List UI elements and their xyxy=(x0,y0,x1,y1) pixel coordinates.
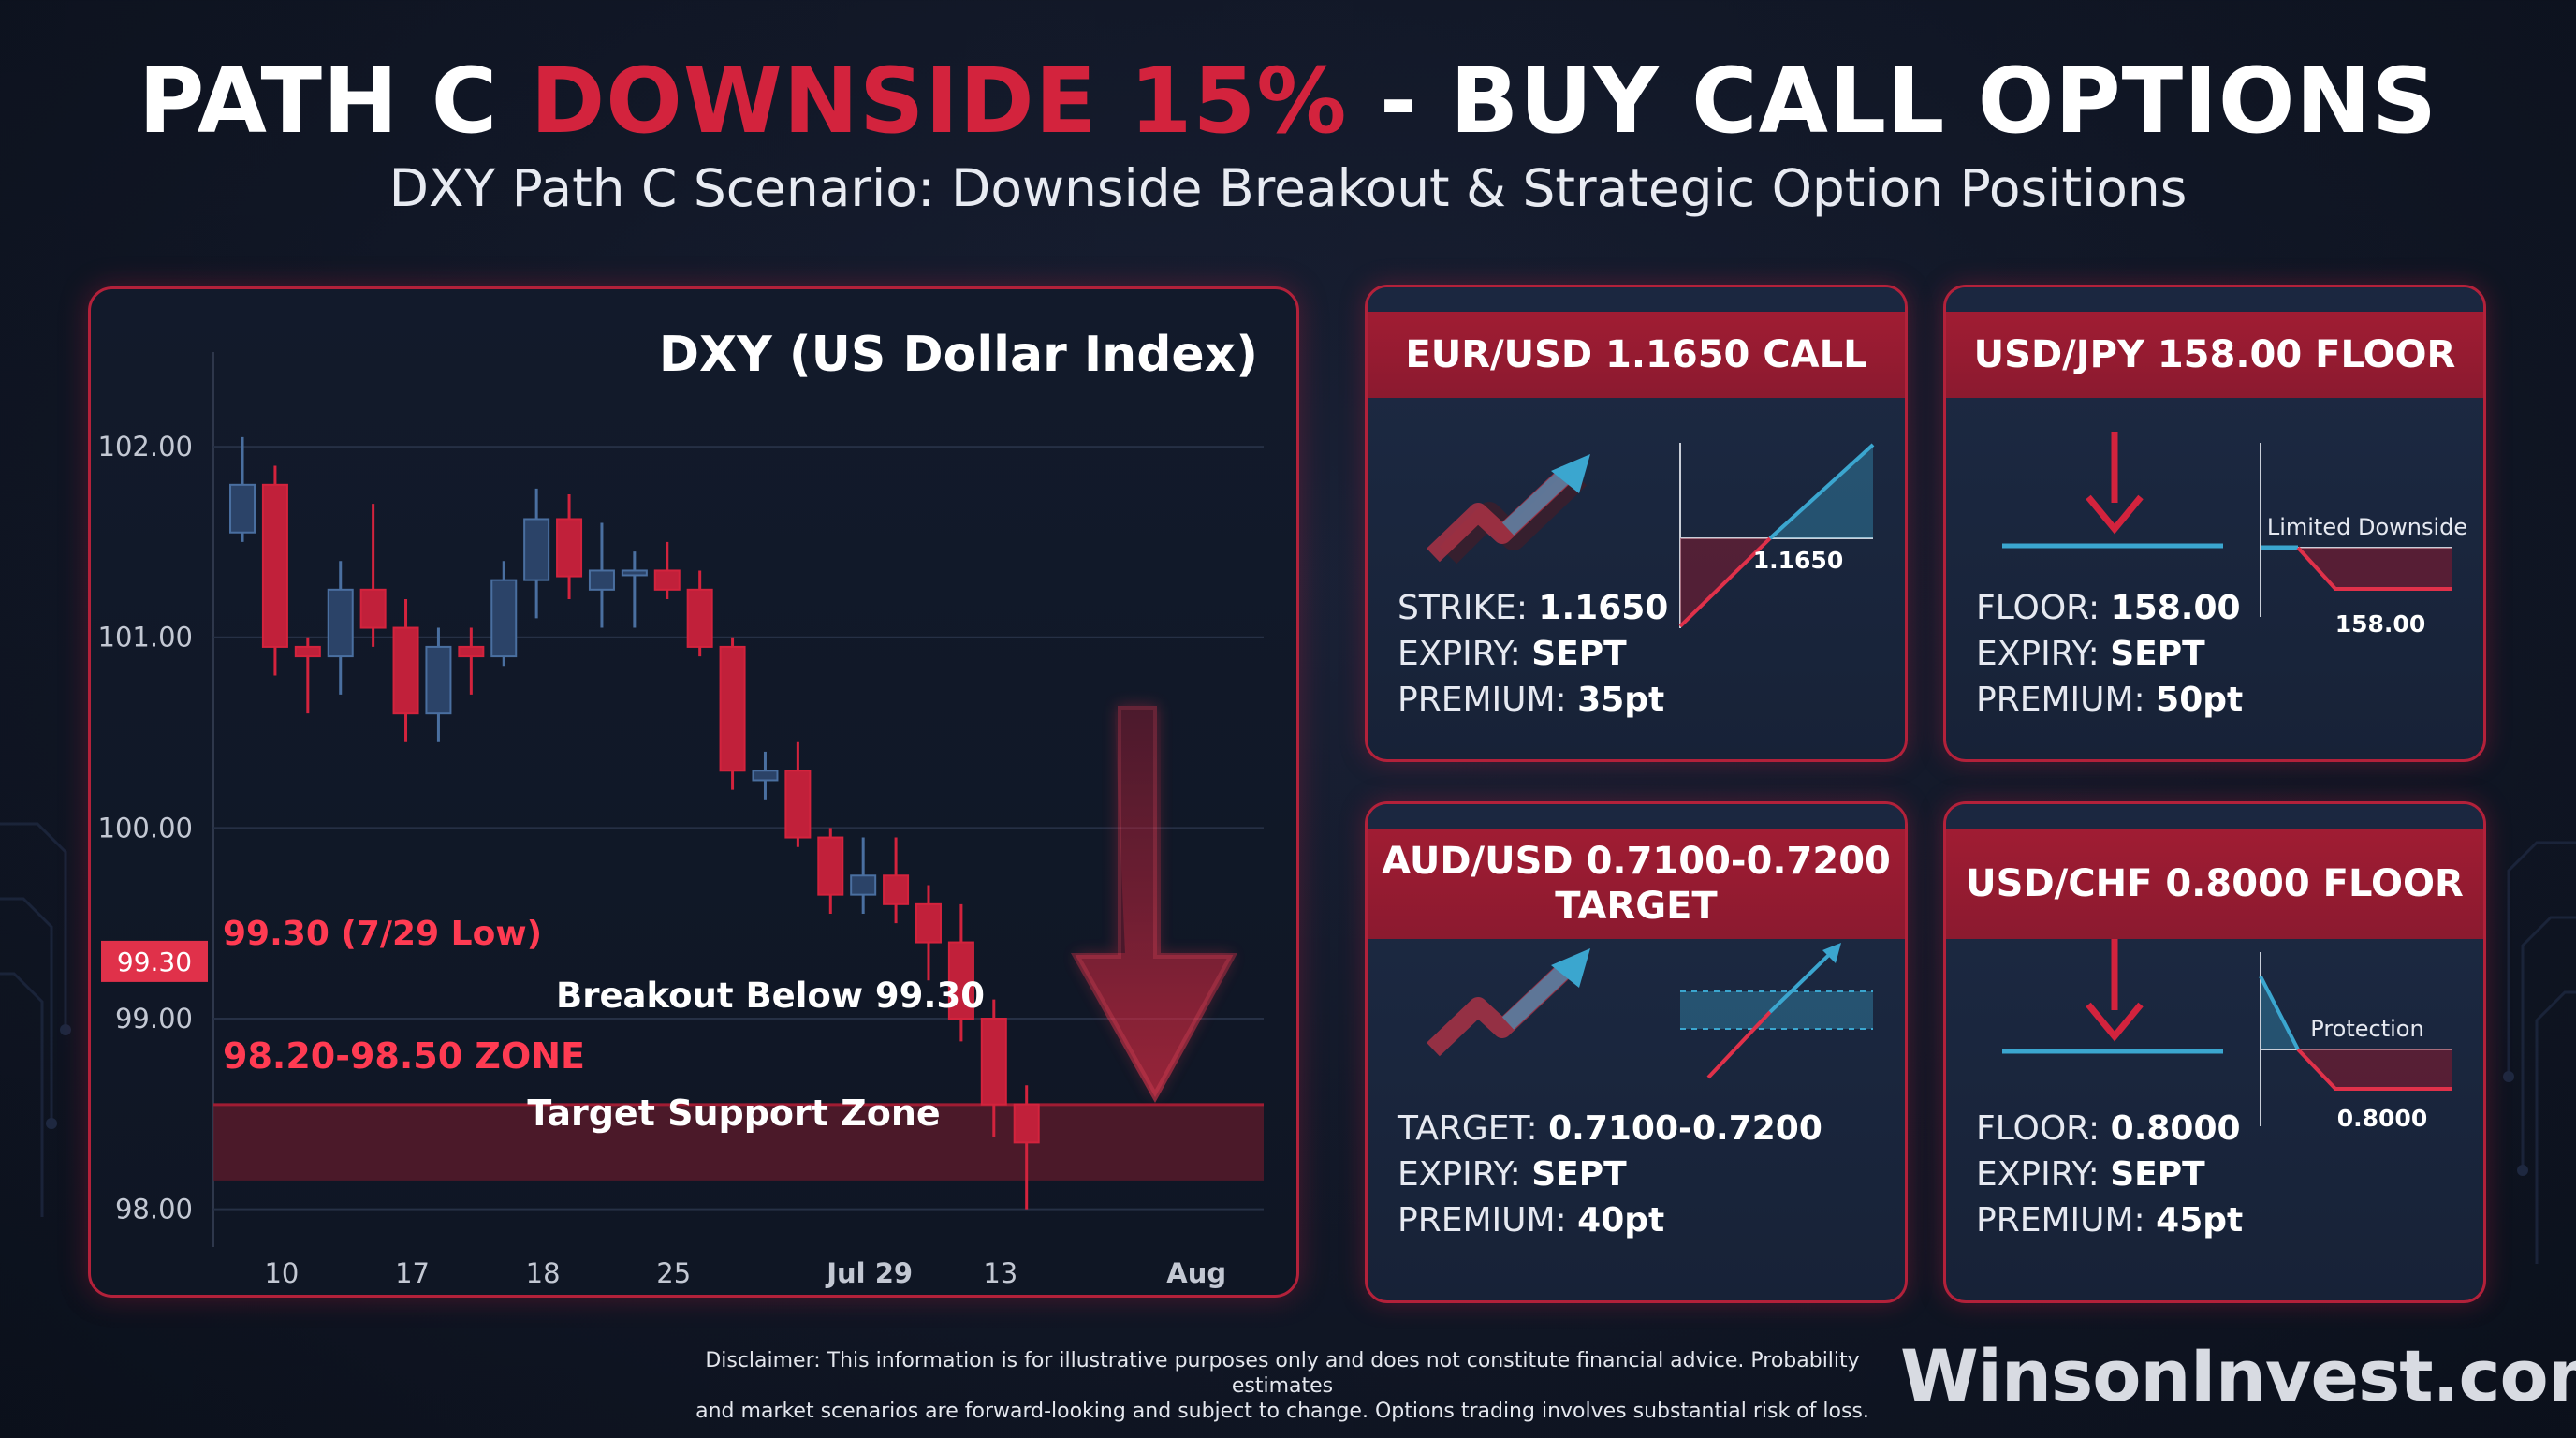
candle-body xyxy=(784,770,812,839)
candle-body xyxy=(523,518,550,581)
chart-title: DXY (US Dollar Index) xyxy=(659,327,1258,383)
detail-line: FLOOR: 0.8000 xyxy=(1976,1109,2241,1148)
x-tick-label: 17 xyxy=(395,1257,430,1289)
candle-body xyxy=(359,588,387,629)
candle-body xyxy=(850,874,877,896)
detail-line: PREMIUM: 50pt xyxy=(1976,681,2244,719)
card-details: STRIKE: 1.1650 EXPIRY: SEPT PREMIUM: 35p… xyxy=(1398,585,1668,723)
detail-line: TARGET: 0.7100-0.7200 xyxy=(1398,1109,1822,1148)
detail-line: FLOOR: 158.00 xyxy=(1976,589,2241,627)
title-part-3: - BUY CALL OPTIONS xyxy=(1379,49,2437,154)
disclaimer-line-1: Disclaimer: This information is for illu… xyxy=(705,1349,1860,1398)
candle-body xyxy=(752,770,779,782)
dxy-candlestick-chart: 102.00 101.00 100.00 99.00 98.00 10 17 18 25 Jul … xyxy=(98,327,1264,1289)
y-tick-label: 100.00 xyxy=(98,812,193,844)
call-payoff-diagram: 1.1650 xyxy=(1427,443,1875,628)
candle-body xyxy=(458,645,485,658)
breakdown-arrow-icon xyxy=(1075,706,1234,1098)
y-tick-label: 99.00 xyxy=(115,1003,193,1034)
detail-line: EXPIRY: SEPT xyxy=(1398,635,1627,673)
candle-body xyxy=(425,645,452,715)
card-title: EUR/USD 1.1650 CALL xyxy=(1368,312,1905,398)
card-details: FLOOR: 158.00 EXPIRY: SEPT PREMIUM: 50pt xyxy=(1976,585,2243,723)
strike-label: 1.1650 xyxy=(1753,547,1843,574)
protection-payoff-diagram: Protection 0.8000 xyxy=(2002,939,2452,1132)
floor-label: 0.8000 xyxy=(2337,1105,2427,1132)
x-tick-label: 13 xyxy=(983,1257,1017,1289)
zone-inner-label: Target Support Zone xyxy=(527,1093,940,1134)
brand-logo: WinsonInvest.com xyxy=(1900,1334,2576,1417)
x-tick-label: 18 xyxy=(526,1257,561,1289)
candle-body xyxy=(327,588,354,658)
detail-line: EXPIRY: SEPT xyxy=(1398,1155,1627,1194)
card-details: TARGET: 0.7100-0.7200 EXPIRY: SEPT PREMI… xyxy=(1398,1106,1822,1243)
candle-body xyxy=(817,836,844,896)
level-tag-bg xyxy=(101,940,208,982)
card-usdjpy-floor: USD/JPY 158.00 FLOOR Limited Downside 15… xyxy=(1943,285,2486,762)
card-usdchf-floor: USD/CHF 0.8000 FLOOR Protection 0.8000 F… xyxy=(1943,801,2486,1303)
candle-body xyxy=(883,874,910,905)
card-title: USD/JPY 158.00 FLOOR xyxy=(1946,312,2483,398)
level-tag: 99.30 xyxy=(117,946,192,977)
diagram-caption: Protection xyxy=(2310,1016,2423,1042)
detail-line: EXPIRY: SEPT xyxy=(1976,1155,2205,1194)
candle-body xyxy=(719,645,746,772)
card-title: USD/CHF 0.8000 FLOOR xyxy=(1946,829,2483,939)
page-title: PATH C DOWNSIDE 15% - BUY CALL OPTIONS xyxy=(0,49,2576,154)
candle-body xyxy=(229,483,256,534)
diagram-caption: Limited Downside xyxy=(2267,514,2467,540)
candle-body xyxy=(1013,1103,1040,1144)
target-range-diagram xyxy=(1427,943,1873,1079)
floor-label: 158.00 xyxy=(2335,610,2425,638)
candle-body xyxy=(261,483,288,648)
card-details: FLOOR: 0.8000 EXPIRY: SEPT PREMIUM: 45pt xyxy=(1976,1106,2243,1243)
candle-body xyxy=(915,902,942,944)
y-tick-label: 98.00 xyxy=(115,1194,193,1225)
down-arrow-icon xyxy=(2086,494,2144,535)
y-tick-label: 101.00 xyxy=(98,622,193,653)
down-arrow-icon xyxy=(2086,1002,2144,1042)
detail-line: PREMIUM: 35pt xyxy=(1398,681,1665,719)
target-zone-band xyxy=(213,1104,1264,1181)
candle-body xyxy=(947,941,974,1020)
zone-label: 98.20-98.50 ZONE xyxy=(223,1035,585,1077)
candle-body xyxy=(980,1018,1007,1106)
title-part-1: PATH C xyxy=(139,49,499,154)
x-tick-label: Aug xyxy=(1166,1257,1226,1289)
detail-line: PREMIUM: 40pt xyxy=(1398,1201,1665,1240)
x-tick-label: 25 xyxy=(656,1257,691,1289)
candle-body xyxy=(653,569,681,591)
disclaimer: Disclaimer: This information is for illu… xyxy=(655,1348,1910,1424)
y-tick-label: 102.00 xyxy=(98,431,193,462)
title-part-2: DOWNSIDE 15% xyxy=(530,49,1348,154)
breakout-annotation: Breakout Below 99.30 xyxy=(556,976,985,1016)
candle-body xyxy=(588,569,615,591)
disclaimer-line-2: and market scenarios are forward-looking… xyxy=(695,1400,1869,1423)
candle-body xyxy=(490,579,518,658)
x-tick-label: Jul 29 xyxy=(825,1257,913,1289)
candle-body xyxy=(392,626,419,715)
card-title: AUD/USD 0.7100-0.7200 TARGET xyxy=(1368,829,1905,939)
card-audusd-target: AUD/USD 0.7100-0.7200 TARGET TARGET: 0.7… xyxy=(1365,801,1908,1303)
level-label: 99.30 (7/29 Low) xyxy=(223,915,542,953)
detail-line: STRIKE: 1.1650 xyxy=(1398,589,1669,627)
floor-payoff-diagram: Limited Downside 158.00 xyxy=(2002,432,2467,638)
candle-body xyxy=(686,588,713,648)
card-eurusd-call: EUR/USD 1.1650 CALL 1.1650 STRIKE: 1.165… xyxy=(1365,285,1908,762)
detail-line: EXPIRY: SEPT xyxy=(1976,635,2205,673)
candle-body xyxy=(294,645,321,658)
candle-body xyxy=(621,569,648,577)
detail-line: PREMIUM: 45pt xyxy=(1976,1201,2244,1240)
candle-body xyxy=(556,518,583,578)
page-subtitle: DXY Path C Scenario: Downside Breakout &… xyxy=(388,158,2188,218)
x-tick-label: 10 xyxy=(264,1257,299,1289)
